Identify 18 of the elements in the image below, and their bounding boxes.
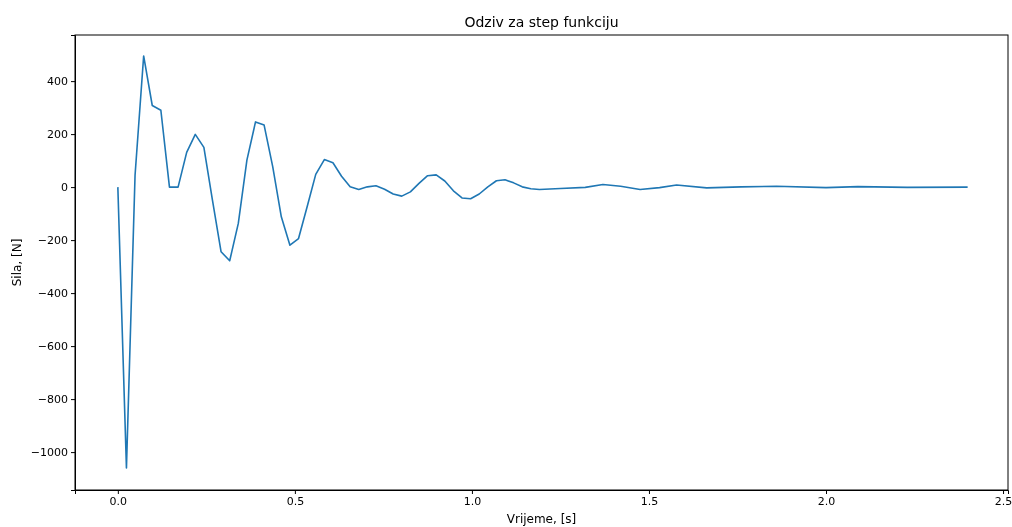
x-tick-label: 2.0: [817, 494, 836, 508]
x-tick-label: 2.5: [994, 494, 1012, 508]
y-tick-label: −600: [37, 340, 68, 354]
x-tick-label: 0.5: [286, 494, 305, 508]
x-tick-label: 1.0: [463, 494, 482, 508]
y-tick-label: 400: [47, 75, 68, 89]
y-tick-label: 0: [61, 181, 68, 195]
line-series: [117, 55, 969, 469]
y-tick-label: −800: [37, 393, 68, 407]
y-tick-label: −400: [37, 287, 68, 301]
x-tick-label: 1.5: [640, 494, 659, 508]
y-tick-label: −200: [37, 234, 68, 248]
x-axis-title: Vrijeme, [s]: [506, 512, 577, 526]
y-tick-label: −1000: [30, 446, 68, 460]
x-tick-label: 0.0: [109, 494, 128, 508]
chart-title: Odziv za step funkciju: [464, 14, 619, 30]
y-axis-title: Sila, [N]: [10, 238, 24, 287]
y-tick-label: 200: [47, 128, 68, 142]
